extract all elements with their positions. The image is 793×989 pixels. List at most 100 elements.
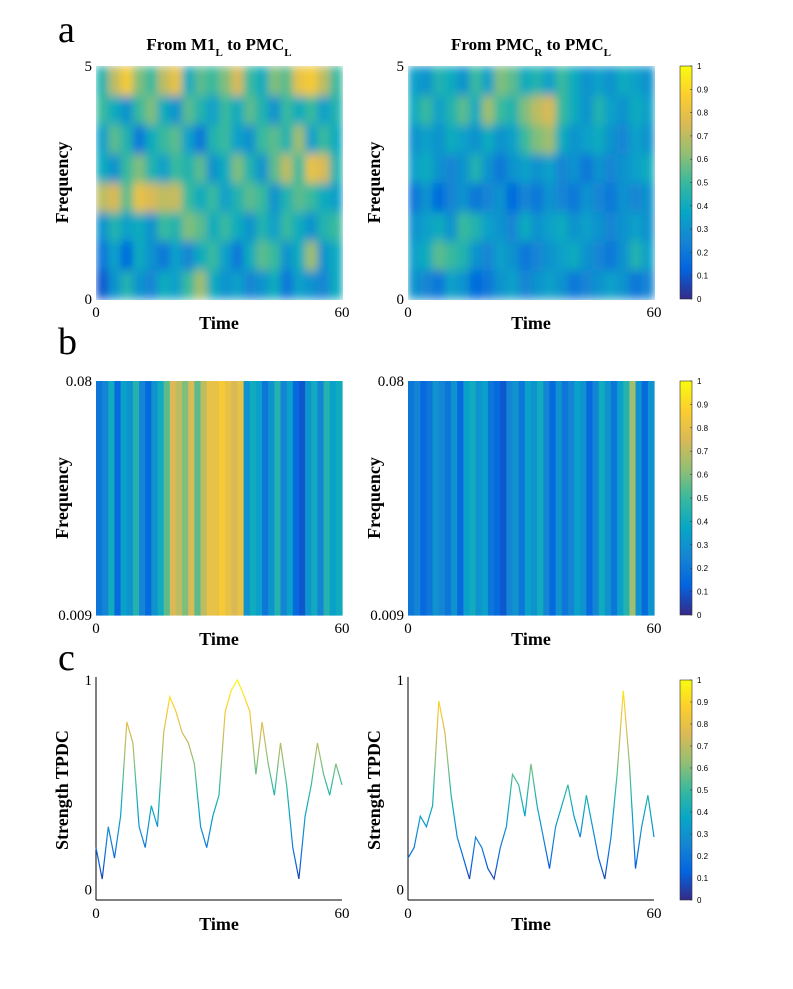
heatmap-cell: [567, 124, 581, 154]
x-tick-label: 60: [335, 621, 350, 637]
heatmap-cell: [494, 153, 507, 184]
y-axis-label: Frequency: [52, 142, 72, 224]
heatmap-cell: [592, 269, 606, 300]
heatmap-cell: [592, 95, 606, 125]
heatmap-cell: [408, 182, 421, 213]
heatmap-cell: [543, 269, 557, 300]
heatmap-cell: [420, 381, 428, 616]
heatmap-cell: [444, 240, 458, 271]
heatmap-cell: [182, 124, 195, 154]
heatmap-cell: [469, 153, 483, 184]
heatmap-cell: [255, 211, 269, 242]
colorbar-tick-label: 0.6: [697, 764, 709, 773]
heatmap-cell: [182, 95, 195, 125]
heatmap-cell: [629, 95, 643, 125]
heatmap-cell: [292, 381, 300, 616]
heatmap-cell: [617, 182, 630, 213]
heatmap-cell: [543, 66, 557, 96]
heatmap-cell: [420, 124, 434, 154]
heatmap-cell: [219, 211, 232, 242]
heatmap-cell: [145, 95, 159, 125]
heatmap-cell: [531, 66, 544, 96]
heatmap-cell: [126, 381, 134, 616]
heatmap-cell: [194, 381, 202, 616]
heatmap-cell: [182, 211, 195, 242]
line: [95, 678, 343, 880]
heatmap-cell: [420, 182, 434, 213]
heatmap-cell: [212, 381, 220, 616]
heatmap-cell: [231, 381, 239, 616]
colorbar-tick-label: 0.6: [697, 471, 709, 480]
heatmap-cell: [567, 95, 581, 125]
heatmap-cell: [444, 211, 458, 242]
y-axis-label: Strength TPDC: [364, 730, 384, 850]
heatmap-cell: [231, 211, 245, 242]
heatmap-cell: [219, 66, 232, 96]
heatmap-cell: [420, 211, 434, 242]
heatmap-cell: [96, 95, 109, 125]
heatmap-cell: [426, 381, 434, 616]
x-tick-label: 0: [404, 621, 412, 637]
heatmap-cell: [102, 381, 109, 616]
heatmap-cell: [108, 182, 122, 213]
heatmap-cell: [108, 66, 122, 96]
heatmap-cell: [506, 95, 520, 125]
heatmap-cell: [157, 269, 171, 300]
heatmap-cell: [182, 240, 195, 271]
heatmap-cell: [543, 124, 557, 154]
heatmap-cell: [169, 381, 177, 616]
heatmap-cell: [555, 240, 569, 271]
heatmap-cell: [506, 153, 520, 184]
heatmap-cell: [329, 240, 343, 271]
heatmap-cell: [469, 269, 483, 300]
heatmap-cell: [206, 124, 220, 154]
heatmap-cell: [518, 66, 532, 96]
heatmap-cell: [255, 124, 269, 154]
heatmap-cell: [494, 95, 507, 125]
heatmap-cell: [617, 240, 630, 271]
heatmap-cell: [500, 381, 507, 616]
title-part: R: [534, 47, 543, 59]
colorbar-tick-label: 0.1: [697, 874, 709, 883]
heatmap-cell: [420, 240, 434, 271]
heatmap-cell: [567, 66, 581, 96]
heatmap-cell: [231, 182, 245, 213]
colorbar-tick-label: 0.7: [697, 447, 709, 456]
heatmap-cell: [481, 153, 495, 184]
heatmap-cell: [580, 66, 594, 96]
colorbar-tick-label: 0.6: [697, 155, 709, 164]
heatmap-cell: [641, 153, 655, 184]
heatmap-cell: [280, 182, 294, 213]
heatmap-cell: [329, 124, 343, 154]
heatmap-cell: [494, 124, 507, 154]
heatmap-cell: [617, 124, 630, 154]
heatmap-cell: [132, 269, 146, 300]
heatmap-cell: [543, 240, 557, 271]
colorbar-tick-label: 0.9: [697, 400, 709, 409]
heatmap-cell: [317, 269, 331, 300]
colorbar-tick-label: 1: [697, 676, 702, 685]
heatmap-cell: [531, 182, 544, 213]
heatmap-cell: [329, 153, 343, 184]
heatmap-cell: [157, 240, 171, 271]
colorbar-tick-label: 0.8: [697, 109, 709, 118]
heatmap-cell: [617, 66, 630, 96]
heatmap-cell: [311, 381, 318, 616]
heatmap-cell: [604, 211, 618, 242]
heatmap-cell: [531, 153, 544, 184]
heatmap-cell: [531, 269, 544, 300]
heatmap-cell: [629, 124, 643, 154]
heatmap-cell: [243, 66, 257, 96]
heatmap-cell: [292, 240, 306, 271]
heatmap-cell: [96, 182, 109, 213]
heatmap-cell: [262, 381, 269, 616]
heatmap-cell: [255, 95, 269, 125]
heatmap-cell: [604, 182, 618, 213]
heatmap-cell: [268, 211, 282, 242]
heatmap-cell: [145, 66, 159, 96]
heatmap-cell: [194, 153, 208, 184]
y-tick-label: 0: [397, 292, 405, 308]
heatmap-cell: [194, 182, 208, 213]
heatmap-cell: [567, 381, 575, 616]
heatmap-cell: [132, 182, 146, 213]
